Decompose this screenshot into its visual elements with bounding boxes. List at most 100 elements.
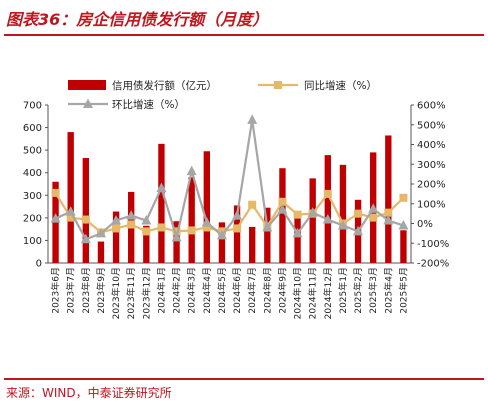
right-tick-label: 200% (417, 180, 446, 191)
line-series (50, 114, 409, 244)
right-tick-label: 300% (417, 160, 446, 171)
right-tick-label: 500% (417, 120, 446, 131)
x-tick-label: 2024年2月 (171, 267, 183, 314)
bar-credit-issuance (218, 222, 226, 263)
x-tick-label: 2025年5月 (397, 267, 409, 314)
x-tick-label: 2023年8月 (80, 267, 92, 314)
left-tick-label: 200 (23, 213, 42, 224)
x-tick-label: 2023年11月 (125, 267, 137, 319)
bar-credit-issuance (97, 241, 105, 263)
point-mom (292, 227, 303, 238)
right-tick-label: -100% (417, 239, 449, 250)
x-tick-label: 2023年6月 (50, 267, 62, 314)
left-tick-label: 0 (36, 259, 42, 270)
point-yoy (187, 226, 196, 235)
left-tick-label: 500 (23, 146, 42, 157)
left-tick-label: 400 (23, 168, 42, 179)
point-mom (95, 227, 106, 238)
bar-credit-issuance (249, 226, 256, 263)
x-axis-ticks: 2023年6月 2023年7月 2023年8月 2023年9月 2023年10月 2023… (50, 267, 410, 319)
chart-axes: 0 100 200 300 400 500 600 700 -200% -100% 0% 100% 20… (23, 101, 449, 270)
bar-credit-issuance (173, 221, 180, 263)
x-tick-label: 2023年7月 (65, 267, 77, 314)
point-mom (111, 215, 122, 225)
point-mom (368, 203, 379, 213)
bar-series (52, 132, 407, 263)
bar-credit-issuance (339, 164, 347, 263)
source-divider (4, 378, 484, 380)
point-yoy (157, 223, 166, 232)
x-tick-label: 2025年1月 (337, 267, 349, 314)
source-note: 来源：WIND，中泰证券研究所 (6, 386, 172, 400)
point-mom (186, 165, 197, 176)
left-tick-label: 700 (23, 101, 42, 112)
point-yoy (384, 208, 393, 217)
x-tick-label: 2024年1月 (155, 267, 167, 314)
point-mom (126, 210, 137, 220)
x-tick-label: 2025年4月 (382, 267, 394, 314)
figure-title: 图表36：房企信用债发行额（月度） (6, 10, 269, 29)
point-mom (277, 204, 288, 214)
right-tick-label: 0% (417, 219, 433, 230)
point-yoy (127, 220, 136, 229)
bar-credit-issuance (188, 177, 195, 263)
point-mom (80, 233, 91, 244)
bar-credit-issuance (82, 158, 89, 263)
legend-swatch-mom-marker (83, 98, 93, 108)
bar-credit-issuance (158, 143, 165, 263)
legend-label-bar: 信用债发行额（亿元） (112, 79, 217, 92)
x-tick-label: 2023年10月 (110, 267, 122, 319)
x-tick-label: 2025年2月 (352, 267, 364, 314)
point-yoy (399, 193, 408, 202)
point-mom (50, 213, 61, 223)
bar-credit-issuance (400, 230, 407, 263)
legend-label-yoy: 同比增速（%） (304, 79, 377, 92)
right-tick-label: 100% (417, 199, 446, 210)
right-tick-label: -200% (417, 259, 449, 270)
x-tick-label: 2024年6月 (231, 267, 243, 314)
bar-credit-issuance (203, 151, 210, 263)
point-mom (353, 225, 364, 236)
point-mom (156, 182, 167, 192)
bar-credit-issuance (143, 225, 150, 263)
x-tick-label: 2024年5月 (216, 267, 228, 314)
left-tick-label: 100 (23, 236, 42, 247)
bar-credit-issuance (279, 168, 286, 263)
right-tick-label: 400% (417, 140, 446, 151)
x-tick-label: 2024年8月 (261, 267, 273, 314)
x-tick-label: 2024年12月 (322, 267, 334, 319)
bar-credit-issuance (324, 155, 331, 263)
point-mom (232, 210, 243, 220)
point-mom (383, 215, 394, 225)
bar-credit-issuance (309, 178, 316, 263)
right-tick-label: 600% (417, 101, 446, 112)
x-tick-label: 2023年12月 (140, 267, 152, 319)
point-yoy (354, 209, 363, 218)
point-yoy (66, 213, 75, 222)
point-mom (201, 217, 212, 227)
point-mom (141, 215, 152, 225)
point-yoy (293, 210, 302, 219)
legend-swatch-bar (68, 80, 106, 90)
x-tick-label: 2025年3月 (367, 267, 379, 314)
bar-credit-issuance (294, 218, 301, 263)
point-yoy (233, 224, 242, 233)
point-mom (398, 219, 409, 230)
point-yoy (81, 215, 90, 224)
point-yoy (369, 213, 378, 222)
line-mom (55, 118, 404, 241)
point-mom (337, 219, 348, 230)
point-mom (247, 114, 258, 124)
x-tick-label: 2024年4月 (201, 267, 213, 314)
left-tick-label: 600 (23, 123, 42, 134)
point-yoy (323, 189, 332, 198)
bar-credit-issuance (264, 207, 271, 263)
point-yoy (172, 227, 181, 236)
point-mom (307, 207, 318, 217)
point-yoy (51, 188, 60, 197)
bar-credit-issuance (112, 211, 120, 263)
bar-credit-issuance (385, 135, 392, 263)
point-yoy (202, 223, 211, 232)
title-divider (4, 34, 484, 36)
